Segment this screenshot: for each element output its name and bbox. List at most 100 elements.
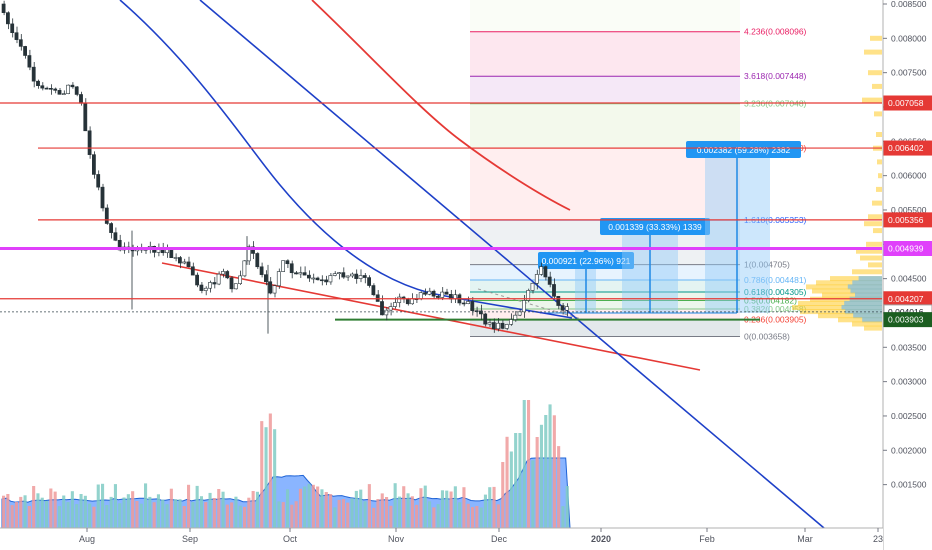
price-tag-label: 0.003903: [888, 315, 924, 325]
price-tag-label: 0.005356: [888, 215, 924, 225]
candle: [104, 204, 109, 225]
volume-bar: [492, 486, 496, 528]
candle-body: [294, 272, 298, 275]
volume-bar: [221, 491, 225, 528]
volume-bar: [88, 503, 92, 528]
candle-body: [195, 274, 200, 286]
candle-body: [66, 84, 71, 94]
candle-body: [306, 274, 311, 279]
volume-bar: [363, 501, 367, 528]
candle: [61, 90, 66, 96]
candle: [263, 270, 268, 286]
volume-bar: [548, 404, 552, 528]
candle-body: [100, 186, 105, 209]
candle-body: [87, 130, 92, 155]
volume-bar: [449, 491, 453, 528]
candle: [311, 273, 316, 284]
volume-profile-bar: [877, 159, 882, 165]
fib-band: [470, 148, 740, 221]
candle: [199, 281, 204, 294]
candle: [440, 287, 445, 301]
volume-bar: [96, 484, 100, 528]
price-axis-background: [883, 0, 932, 550]
volume-bar: [36, 493, 40, 528]
volume-bar: [131, 491, 135, 528]
volume-bar: [406, 493, 410, 528]
candle: [285, 259, 290, 268]
candle-body: [70, 84, 75, 88]
volume-profile-bar: [874, 111, 882, 117]
candle: [27, 49, 32, 71]
candle-body: [173, 257, 178, 259]
volume-profile-bar: [872, 83, 882, 89]
volume-bar: [19, 496, 23, 528]
candle-body: [564, 306, 569, 311]
volume-bar: [565, 486, 569, 528]
candle: [358, 269, 363, 283]
candle: [444, 288, 449, 295]
candle-body: [74, 86, 79, 95]
candle-body: [384, 309, 389, 316]
time-axis[interactable]: Aug Sep Oct Nov Dec 2020 Feb Mar 23: [0, 527, 883, 550]
volume-bar: [105, 505, 109, 528]
candle-body: [285, 260, 290, 265]
candle-body: [18, 39, 23, 47]
fib-band: [470, 76, 740, 104]
fib-level-label: 0.382(0.004058): [744, 304, 807, 314]
candle-body: [251, 246, 255, 254]
candle: [397, 293, 402, 308]
volume-bar: [165, 504, 169, 528]
volume-profile-bar: [856, 248, 882, 254]
candle: [251, 241, 255, 259]
trend-lines[interactable]: [161, 0, 825, 529]
candle-body: [491, 322, 496, 330]
volume-profile-bar: [868, 70, 882, 76]
price-tick-label: 0.004500: [891, 274, 927, 284]
candle-body: [444, 291, 449, 295]
price-projections[interactable]: 0.000921 (22.96%) 921 0.001339 (33.33%) 1…: [538, 141, 801, 314]
price-tick-label: 0.008000: [891, 33, 927, 43]
volume-bar: [247, 497, 251, 528]
volume-bar: [277, 501, 281, 528]
volume-profile-bar: [816, 280, 882, 286]
candle: [478, 304, 483, 321]
candle-body: [328, 275, 333, 283]
candle-body: [190, 266, 195, 276]
candle: [268, 277, 273, 295]
projection-label-box: [686, 141, 801, 158]
volume-bar: [286, 489, 290, 528]
candle-body: [552, 284, 556, 297]
candle: [229, 275, 234, 293]
candle: [173, 253, 178, 262]
price-axis[interactable]: 0.0085000.0080000.0075000.0070000.006500…: [882, 0, 932, 550]
candle-body: [109, 223, 114, 233]
fib-level-label: 0.786(0.004481): [744, 275, 807, 285]
candle-body: [547, 276, 552, 285]
candle-body: [341, 272, 346, 278]
candle-body: [113, 232, 118, 241]
candle: [276, 268, 281, 289]
volume-profile-bar: [873, 228, 882, 234]
volume-bar: [552, 415, 556, 528]
volume-bar: [118, 503, 122, 528]
volume-bar: [509, 451, 513, 528]
candle-body: [96, 174, 101, 188]
candle: [208, 280, 212, 293]
candle-body: [435, 295, 440, 298]
price-tag-label: 0.004016: [888, 307, 924, 317]
volume-bar: [135, 501, 139, 528]
volume-bar: [303, 486, 307, 528]
candle-body: [186, 261, 191, 268]
candle: [543, 265, 548, 281]
fib-band: [470, 319, 740, 337]
candle-body: [208, 282, 212, 289]
horizontal-lines[interactable]: [0, 102, 882, 313]
fib-band: [470, 300, 740, 309]
candle-body: [345, 275, 350, 278]
volume-bar: [522, 400, 526, 528]
volume-bar: [113, 484, 117, 528]
candle: [427, 287, 432, 296]
volume-bar: [329, 494, 333, 528]
time-tick-label: 23: [873, 534, 883, 544]
